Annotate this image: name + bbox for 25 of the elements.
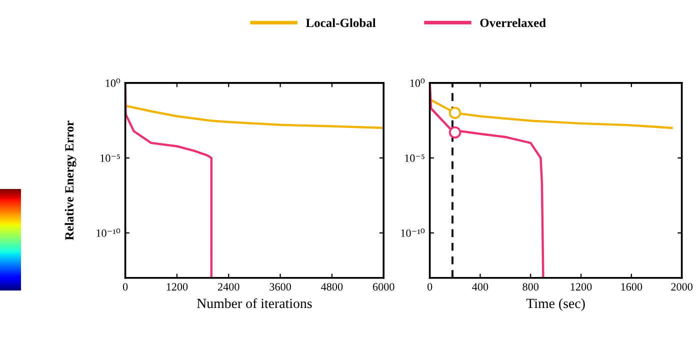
x-tick-label: 3600 bbox=[270, 283, 291, 291]
x-tick-label: 6000 bbox=[372, 283, 394, 291]
x-tick-label: 0 bbox=[427, 283, 432, 291]
y-tick-label: 10⁻¹⁰ bbox=[401, 228, 425, 237]
x-tick-label: 800 bbox=[522, 283, 539, 291]
y-tick-label: 10⁻⁵ bbox=[100, 154, 120, 162]
y-tick-label: 10⁰ bbox=[410, 78, 425, 87]
x-tick-label: 1200 bbox=[570, 283, 592, 291]
x-tick-label: 1600 bbox=[621, 283, 642, 291]
x-axis-title: Time (sec) bbox=[526, 298, 585, 311]
y-axis-title: Relative Energy Error bbox=[64, 120, 76, 240]
y-tick-label: 10⁰ bbox=[106, 78, 120, 87]
x-axis-title: Number of iterations bbox=[196, 298, 312, 308]
x-tick-label: 400 bbox=[472, 283, 488, 291]
y-tick-label: 10⁻¹⁰ bbox=[96, 228, 120, 237]
line-series bbox=[430, 98, 673, 130]
x-tick-label: 2000 bbox=[671, 283, 692, 291]
legend-label: Local-Global bbox=[306, 18, 376, 28]
x-tick-label: 1200 bbox=[166, 283, 188, 291]
x-tick-label: 4800 bbox=[321, 283, 343, 291]
line-series bbox=[125, 104, 384, 130]
x-tick-label: 0 bbox=[122, 283, 128, 291]
legend-label: Overrelaxed bbox=[480, 18, 546, 28]
x-tick-label: 2400 bbox=[218, 283, 240, 291]
y-tick-label: 10⁻⁵ bbox=[405, 154, 424, 162]
